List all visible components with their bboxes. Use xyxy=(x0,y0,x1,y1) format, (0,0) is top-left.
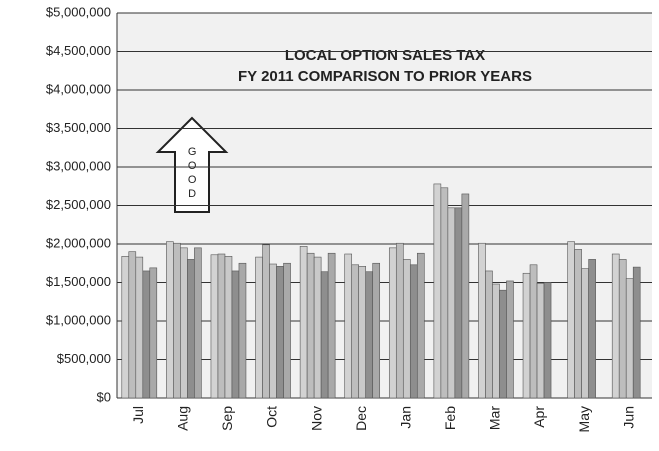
bar xyxy=(166,241,174,399)
y-tick-label: $3,500,000 xyxy=(46,120,111,135)
bar xyxy=(299,246,308,399)
bar xyxy=(625,278,634,399)
bar xyxy=(135,256,144,399)
bar xyxy=(142,270,151,399)
bar xyxy=(574,249,582,399)
bar xyxy=(276,266,284,399)
bar xyxy=(255,256,263,399)
y-tick-label: $4,500,000 xyxy=(46,43,111,58)
bar xyxy=(351,264,360,399)
x-tick-label: Dec xyxy=(353,406,369,431)
bar xyxy=(454,207,463,399)
bar xyxy=(402,259,411,399)
y-tick-label: $2,500,000 xyxy=(46,197,111,212)
bar xyxy=(581,268,589,399)
bar xyxy=(149,267,158,399)
bar xyxy=(611,253,620,399)
y-tick-label: $1,000,000 xyxy=(46,312,111,327)
x-tick-label: Nov xyxy=(308,406,324,431)
y-tick-label: $1,500,000 xyxy=(46,274,111,289)
bar xyxy=(344,253,353,399)
bar xyxy=(358,266,367,399)
annotation: GOOD xyxy=(186,146,198,202)
x-tick-label: Feb xyxy=(442,406,458,430)
bar xyxy=(210,254,219,399)
bar xyxy=(187,259,195,399)
bar xyxy=(121,256,130,399)
x-tick-label: Oct xyxy=(264,406,280,428)
arrow xyxy=(155,116,229,213)
bar xyxy=(492,283,500,399)
bar xyxy=(372,262,381,399)
x-tick-label: Jan xyxy=(397,406,413,429)
x-tick-label: Aug xyxy=(175,406,191,431)
bar xyxy=(506,280,514,399)
bar xyxy=(478,242,486,399)
bar xyxy=(433,183,442,399)
y-tick-label: $500,000 xyxy=(57,351,111,366)
bar xyxy=(313,256,322,399)
x-tick-label: Apr xyxy=(531,406,547,428)
bar xyxy=(388,247,397,399)
y-tick-label: $3,000,000 xyxy=(46,158,111,173)
bar xyxy=(194,247,202,399)
bar xyxy=(306,252,315,399)
bar xyxy=(543,282,552,399)
y-tick-label: $4,000,000 xyxy=(46,81,111,96)
x-tick-label: Jul xyxy=(130,406,146,424)
bar xyxy=(395,242,404,399)
bar xyxy=(231,270,240,399)
bar xyxy=(217,253,226,399)
y-tick-label: $2,000,000 xyxy=(46,235,111,250)
bar xyxy=(588,259,596,399)
chart-title: FY 2011 COMPARISON TO PRIOR YEARS xyxy=(238,68,532,85)
bar xyxy=(409,264,418,399)
x-tick-label: Jun xyxy=(620,406,636,429)
bar xyxy=(238,262,247,399)
bar xyxy=(262,244,270,399)
bar xyxy=(440,187,449,399)
bar xyxy=(499,289,507,399)
x-tick-label: Mar xyxy=(487,406,503,430)
bar xyxy=(269,263,277,399)
bar xyxy=(567,241,575,399)
bar xyxy=(522,272,531,399)
chart-title: LOCAL OPTION SALES TAX xyxy=(285,47,485,64)
bar xyxy=(180,247,188,399)
bar xyxy=(128,251,137,399)
y-tick-label: $0 xyxy=(97,389,111,404)
bar xyxy=(416,252,425,399)
x-tick-label: May xyxy=(576,406,592,432)
y-tick-label: $5,000,000 xyxy=(46,4,111,19)
bar xyxy=(224,256,233,399)
bar xyxy=(365,271,374,399)
bar xyxy=(173,242,181,399)
bar xyxy=(529,264,538,399)
bar xyxy=(461,193,470,399)
bar xyxy=(485,270,493,399)
bar xyxy=(536,282,545,399)
bar xyxy=(327,252,336,399)
bar xyxy=(632,266,641,399)
bar xyxy=(618,259,627,399)
x-tick-label: Sep xyxy=(219,406,235,431)
bar xyxy=(283,262,291,399)
bar xyxy=(447,207,456,399)
bar xyxy=(320,271,329,399)
